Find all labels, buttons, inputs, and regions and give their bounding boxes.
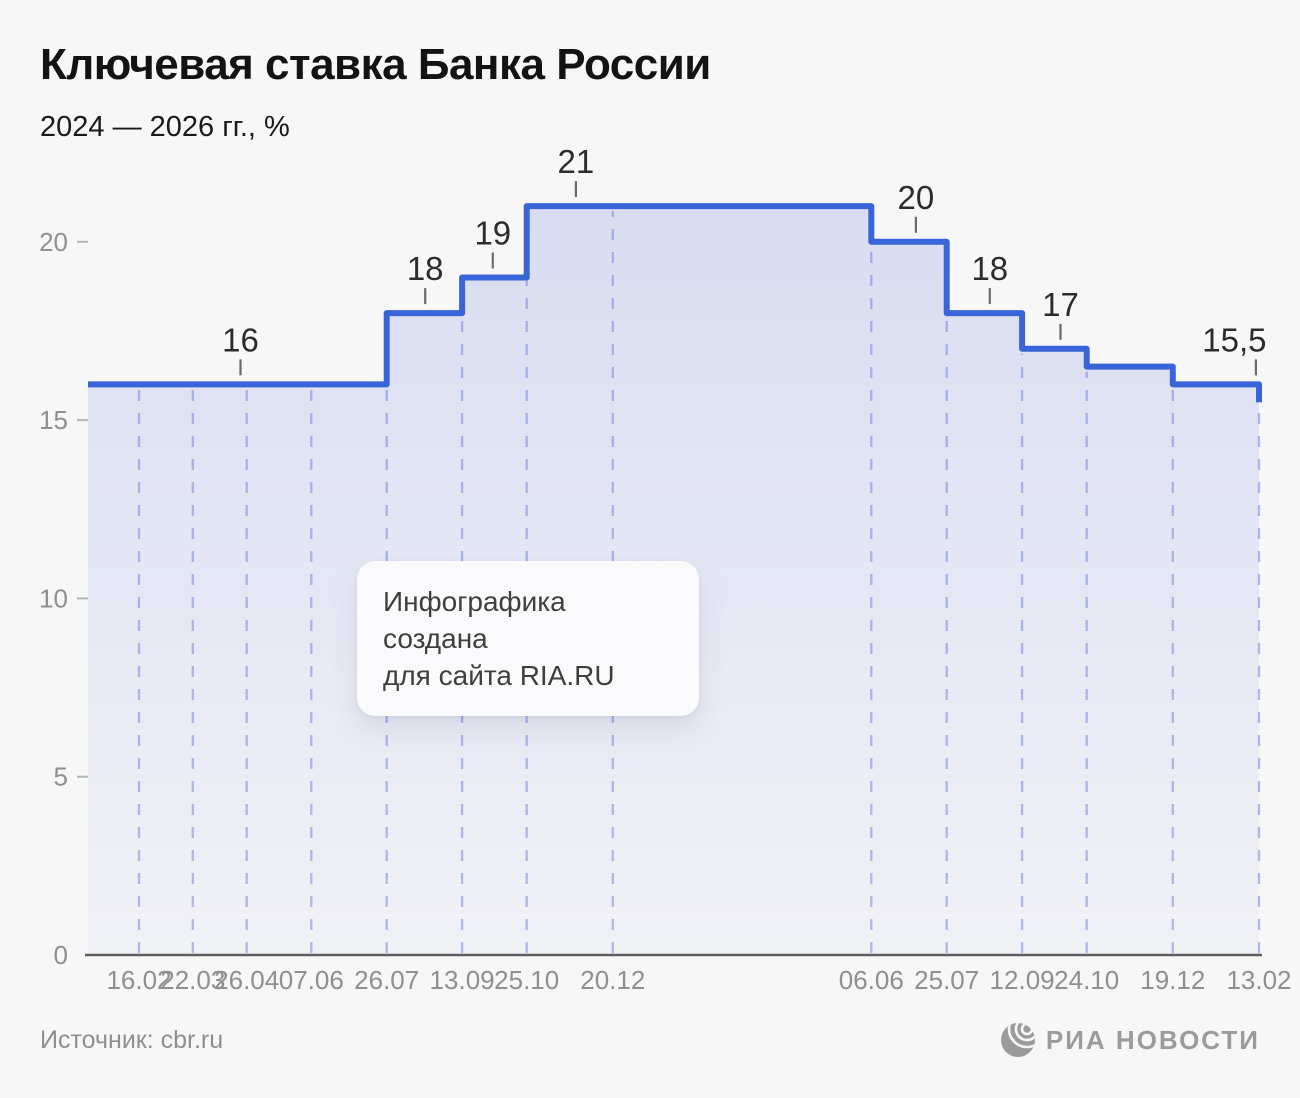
data-label-17: 17 bbox=[1042, 286, 1079, 323]
y-tick-label-10: 10 bbox=[39, 583, 68, 613]
source-label: Источник: cbr.ru bbox=[40, 1026, 224, 1054]
ria-globe-icon bbox=[1000, 1023, 1035, 1057]
ria-logo: РИА НОВОСТИ bbox=[1000, 1022, 1260, 1058]
data-label-18: 18 bbox=[971, 250, 1008, 287]
x-tick-label-13.02: 13.02 bbox=[1226, 965, 1291, 995]
ria-logo-text: РИА НОВОСТИ bbox=[1045, 1024, 1260, 1055]
x-tick-label-13.09: 13.09 bbox=[430, 965, 495, 995]
step-line bbox=[88, 203, 1262, 403]
y-tick-label-15: 15 bbox=[39, 405, 68, 435]
x-tick-label-25.07: 25.07 bbox=[914, 965, 979, 995]
data-label-15,5: 15,5 bbox=[1202, 321, 1266, 358]
data-label-16: 16 bbox=[222, 321, 259, 358]
watermark-note: Инфографика создана для сайта RIA.RU bbox=[357, 561, 699, 716]
x-tick-label-07.06: 07.06 bbox=[279, 965, 344, 995]
x-tick-label-19.12: 19.12 bbox=[1140, 965, 1205, 995]
data-label-19: 19 bbox=[474, 215, 511, 252]
page-subtitle: 2024 — 2026 гг., % bbox=[40, 111, 290, 143]
data-labels: 16 18 19 21 20 18 17 15,5 bbox=[222, 143, 1267, 376]
x-tick-label-26.07: 26.07 bbox=[354, 965, 419, 995]
y-tick-label-5: 5 bbox=[54, 762, 68, 792]
data-label-20: 20 bbox=[898, 179, 935, 216]
x-tick-label-06.06: 06.06 bbox=[839, 965, 904, 995]
y-tick-label-0: 0 bbox=[54, 940, 68, 970]
page-title: Ключевая ставка Банка России bbox=[40, 40, 711, 89]
y-tick-label-20: 20 bbox=[39, 227, 68, 257]
y-axis-labels: 0 5 10 15 20 bbox=[39, 227, 88, 970]
data-label-21: 21 bbox=[558, 143, 595, 180]
x-tick-label-12.09: 12.09 bbox=[990, 965, 1055, 995]
x-tick-label-16.02: 16.02 bbox=[106, 965, 171, 995]
x-tick-label-20.12: 20.12 bbox=[580, 965, 645, 995]
x-tick-label-26.04: 26.04 bbox=[214, 965, 279, 995]
data-label-18: 18 bbox=[407, 250, 444, 287]
x-tick-label-22.03: 22.03 bbox=[160, 965, 225, 995]
watermark-line2: для сайта RIA.RU bbox=[383, 660, 615, 691]
x-tick-label-25.10: 25.10 bbox=[494, 965, 559, 995]
x-tick-label-24.10: 24.10 bbox=[1054, 965, 1119, 995]
watermark-line1: Инфографика создана bbox=[383, 586, 566, 654]
